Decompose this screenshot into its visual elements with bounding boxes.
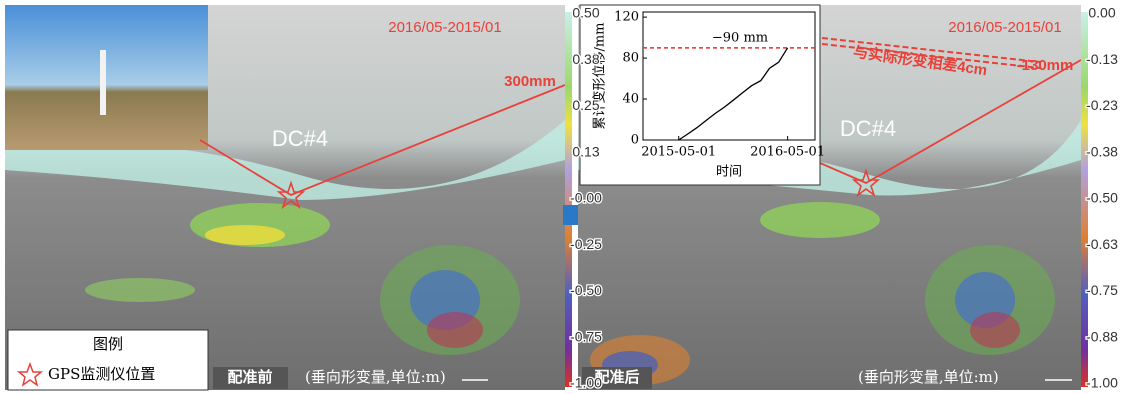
unit-note: (垂向形变量,单位:m) (858, 368, 999, 386)
legend: 图例 GPS监测仪位置 (8, 330, 208, 390)
x-tick-label: 2015-05-01 (641, 145, 716, 160)
insar-value: -130mm (1017, 57, 1074, 74)
unit-note: (垂向形变量,单位:m) (305, 368, 446, 386)
x-axis-label: 时间 (716, 165, 742, 180)
colorbar-tick-label: -0.23 (1086, 97, 1118, 113)
colorbar-tick-label: -0.25 (570, 236, 602, 252)
colorbar-tick-label: -1.00 (570, 375, 602, 391)
site-label: DC#4 (840, 116, 896, 141)
site-label: DC#4 (272, 126, 328, 151)
gps-value: 300mm (504, 73, 556, 90)
page: {"left_panel": {"date_range": "2016/05-2… (0, 0, 1122, 394)
colorbar-tick-label: 0.50 (572, 5, 599, 21)
y-tick-label: 80 (622, 51, 639, 66)
date-range: 2016/05-2015/01 (948, 19, 1061, 36)
colorbar-tick-label: -0.75 (570, 328, 602, 344)
y-tick-label: 120 (614, 10, 639, 25)
colorbar-tick-label: -0.00 (570, 190, 602, 206)
colorbar-tick-label: 0.00 (1088, 5, 1115, 21)
date-range: 2016/05-2015/01 (388, 19, 501, 36)
y-axis-label: 累计变形位移/mm (592, 22, 608, 129)
stage-label: 配准前 (227, 368, 272, 386)
colorbar-tick-label: -0.13 (1086, 51, 1118, 67)
colorbar-tick-label: 0.13 (572, 143, 599, 159)
colorbar-tick-label: -0.88 (1086, 328, 1118, 344)
reference-label: −90 mm (712, 30, 768, 45)
colorbar-tick-label: -1.00 (1086, 375, 1118, 391)
colorbar-tick-label: -0.75 (1086, 282, 1118, 298)
inset-chart: 累计变形位移/mm 时间 0 40 80 120 2015-05-01 2016-05-0… (580, 5, 825, 185)
y-tick-label: 0 (631, 133, 639, 148)
colorbar-tick-label: -0.50 (1086, 190, 1118, 206)
colorbar-tick-label: 0.25 (572, 97, 599, 113)
colorbar-tick-label: -0.63 (1086, 236, 1118, 252)
colorbar-tick-label: -0.50 (570, 282, 602, 298)
legend-title: 图例 (93, 335, 123, 353)
legend-item: GPS监测仪位置 (48, 365, 155, 383)
colorbar-tick-label: 0.38 (572, 51, 599, 67)
colorbar-tick-label: -0.38 (1086, 143, 1118, 159)
figure: 2016/05-2015/01 300mm DC#4 配准前 (垂向形变量,单位… (0, 0, 1122, 394)
x-tick-label: 2016-05-01 (750, 145, 825, 160)
y-tick-label: 40 (622, 92, 639, 107)
